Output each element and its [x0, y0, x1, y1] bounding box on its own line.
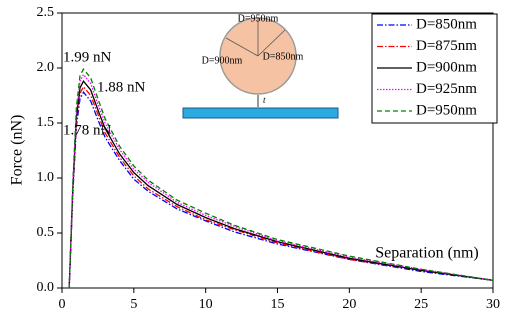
y-tick-label: 1.0 [37, 170, 55, 185]
legend-label: D=950nm [416, 102, 477, 118]
x-tick-label: 30 [486, 297, 500, 312]
x-tick-label: 15 [271, 297, 285, 312]
x-tick-label: 5 [130, 297, 137, 312]
x-axis-label: Separation (nm) [375, 245, 479, 262]
inset-label: D=850nm [263, 51, 304, 62]
annotation: 1.78 nN [63, 122, 112, 138]
legend: D=850nm D=875nm D=900nm D=925nm D=950nm [371, 13, 498, 124]
inset-label: D=900nm [202, 55, 243, 66]
x-tick-label: 10 [199, 297, 213, 312]
annotation: 1.99 nN [63, 49, 112, 65]
x-tick-label: 0 [59, 297, 66, 312]
y-tick-label: 0.0 [37, 280, 55, 295]
x-tick-label: 25 [414, 297, 428, 312]
series-line [68, 67, 494, 289]
radius [257, 29, 286, 57]
y-tick-label: 1.5 [37, 115, 55, 130]
series-line [68, 80, 494, 289]
y-tick-label: 0.5 [37, 225, 55, 240]
annotation: 1.88 nN [97, 79, 146, 95]
legend-label: D=875nm [416, 38, 477, 54]
x-tick-label: 20 [342, 297, 356, 312]
series-line [68, 91, 494, 289]
legend-label: D=925nm [416, 81, 477, 97]
legend-label: D=850nm [416, 16, 477, 32]
inset-label: t [263, 95, 266, 105]
inset: D=950nm D=900nm D=850nm t [182, 13, 339, 119]
legend-label: D=900nm [416, 59, 477, 75]
plate [182, 107, 339, 119]
inset-label: D=950nm [238, 13, 279, 24]
y-tick-label: 2.5 [37, 5, 55, 20]
y-tick-label: 2.0 [37, 60, 55, 75]
y-axis-label: Force (nN) [9, 115, 26, 186]
radius [225, 37, 259, 57]
